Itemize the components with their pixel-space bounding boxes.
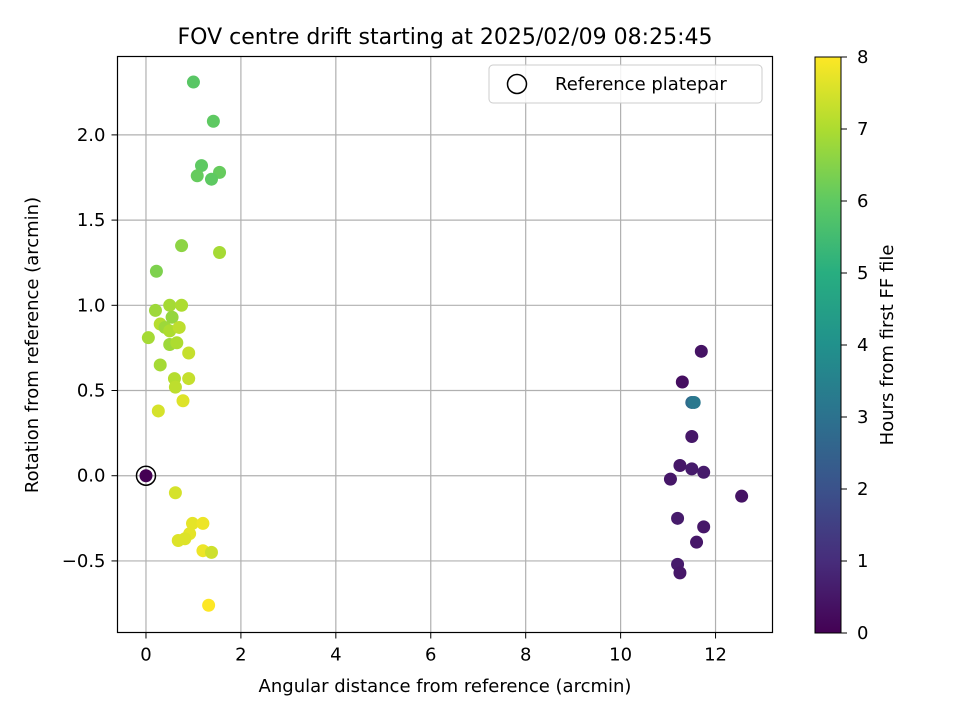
x-axis-label: Angular distance from reference (arcmin) <box>259 676 632 697</box>
data-point <box>168 486 182 500</box>
data-point <box>675 375 689 389</box>
legend-marker-open-circle-icon <box>506 73 528 95</box>
data-point <box>182 372 196 386</box>
y-axis-ticks: −0.5 0.0 0.5 1.0 1.5 2.0 <box>62 125 118 572</box>
x-axis-ticks: 0 2 4 6 8 10 12 <box>140 632 727 666</box>
data-point <box>172 320 186 334</box>
x-tick-label: 10 <box>609 645 632 666</box>
colorbar-tick-label: 2 <box>857 479 868 500</box>
colorbar-label: Hours from first FF file <box>877 245 898 446</box>
y-tick-label: −0.5 <box>62 551 106 572</box>
data-point <box>176 394 190 408</box>
data-point <box>206 114 220 128</box>
data-point <box>671 511 685 525</box>
data-point <box>673 566 687 580</box>
colorbar-tick-label: 0 <box>857 623 868 644</box>
data-point <box>204 545 218 559</box>
y-axis-label: Rotation from reference (arcmin) <box>22 197 43 493</box>
plot-area-frame <box>116 55 774 634</box>
data-point <box>163 298 177 312</box>
reference-point-marker <box>135 465 157 486</box>
data-point <box>685 430 699 444</box>
y-tick-label: 0.0 <box>77 466 106 487</box>
colorbar-tick-label: 6 <box>857 191 868 212</box>
y-tick-label: 1.5 <box>77 210 106 231</box>
colorbar-tick-label: 4 <box>857 335 868 356</box>
data-point <box>202 598 216 612</box>
data-point <box>175 239 189 253</box>
data-point <box>185 516 199 530</box>
data-point <box>673 458 687 472</box>
y-tick-label: 0.5 <box>77 381 106 402</box>
y-tick-label: 1.0 <box>77 295 106 316</box>
data-points <box>135 75 749 612</box>
data-point <box>165 310 179 324</box>
data-point <box>735 489 749 503</box>
data-point <box>697 520 711 534</box>
colorbar: 0 1 2 3 4 5 6 7 8 Hours from first FF file <box>814 47 898 644</box>
data-point <box>694 344 708 358</box>
data-point <box>204 172 218 186</box>
data-point <box>186 75 200 89</box>
colorbar-tick-label: 3 <box>857 407 868 428</box>
legend-label-reference-platepar: Reference platepar <box>555 74 727 95</box>
data-point <box>697 465 711 479</box>
x-tick-label: 0 <box>140 645 151 666</box>
data-point <box>141 331 155 345</box>
chart-title: FOV centre drift starting at 2025/02/09 … <box>178 25 713 50</box>
data-point <box>213 245 227 259</box>
data-point <box>170 336 184 350</box>
data-point <box>690 535 704 549</box>
x-tick-label: 2 <box>235 645 246 666</box>
x-tick-label: 8 <box>520 645 531 666</box>
x-tick-label: 6 <box>425 645 436 666</box>
colorbar-gradient <box>814 56 842 634</box>
colorbar-tick-label: 7 <box>857 119 868 140</box>
data-point <box>190 169 204 183</box>
colorbar-tick-label: 8 <box>857 47 868 68</box>
data-point <box>685 462 699 476</box>
colorbar-ticks: 0 1 2 3 4 5 6 7 8 <box>841 47 868 644</box>
legend: Reference platepar <box>488 64 763 104</box>
data-point <box>663 472 677 486</box>
colorbar-tick-label: 1 <box>857 551 868 572</box>
data-point <box>196 516 210 530</box>
data-point <box>149 264 163 278</box>
grid-lines <box>117 56 773 633</box>
data-point <box>153 358 167 372</box>
data-point <box>151 404 165 418</box>
colorbar-tick-label: 5 <box>857 263 868 284</box>
x-tick-label: 12 <box>704 645 727 666</box>
y-tick-label: 2.0 <box>77 125 106 146</box>
x-tick-label: 4 <box>330 645 341 666</box>
data-point <box>182 346 196 360</box>
data-point <box>171 533 185 547</box>
legend-box <box>488 64 763 104</box>
data-point <box>195 159 209 173</box>
data-point <box>175 298 189 312</box>
data-point <box>139 469 153 483</box>
data-point <box>148 303 162 317</box>
data-point <box>168 380 182 394</box>
data-point <box>687 395 701 409</box>
